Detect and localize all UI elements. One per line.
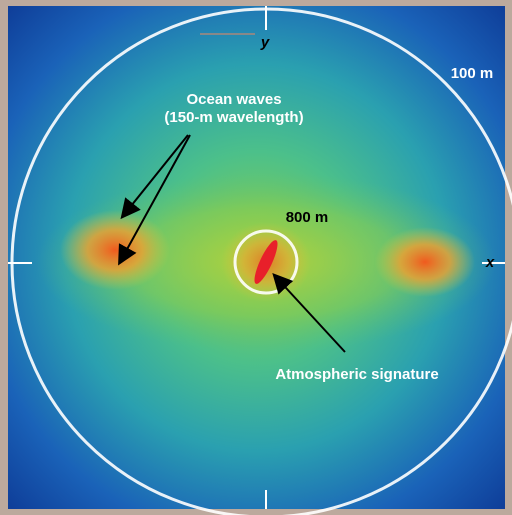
wave-peak [60,210,170,290]
ocean-waves-label: Ocean waves [186,91,281,108]
ocean-waves-label: (150-m wavelength) [164,109,303,126]
page: y x 100 m 800 m Ocean waves (150-m wavel… [0,0,512,515]
atmospheric-label: Atmospheric signature [275,366,438,383]
inner-radius-label: 800 m [286,209,329,226]
spectrum-figure: y x 100 m 800 m Ocean waves (150-m wavel… [0,0,512,515]
outer-radius-label: 100 m [451,65,494,82]
wave-peak [375,227,475,297]
y-axis-label: y [260,34,270,51]
x-axis-label: x [485,254,495,271]
